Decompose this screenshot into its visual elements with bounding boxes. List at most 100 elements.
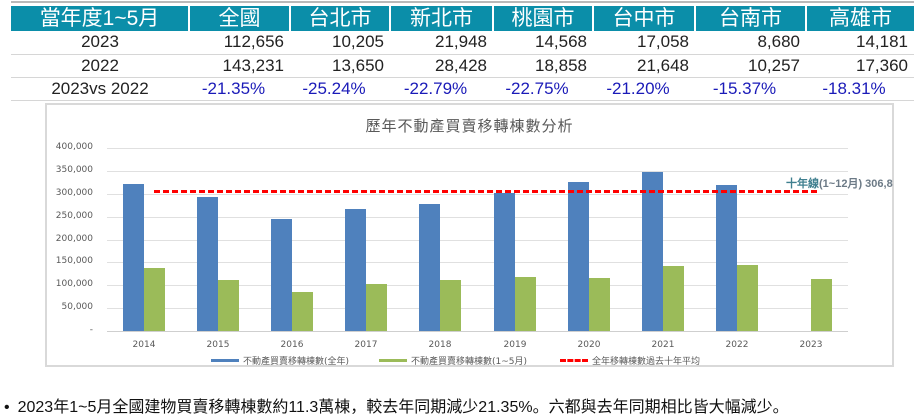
bar-annual-2021 xyxy=(642,172,663,331)
header-taoyuan: 桃園市 xyxy=(493,6,594,31)
ten-year-average-label: 十年線(1~12月) 306,8 xyxy=(786,178,893,190)
header-period: 當年度1~5月 xyxy=(11,6,190,31)
y-tick-label: 150,000 xyxy=(55,256,93,266)
change-cell: -15.37% xyxy=(695,77,806,101)
row-label: 2023vs 2022 xyxy=(11,77,189,101)
legend-swatch-dashed-red xyxy=(560,359,588,362)
cell: 21,648 xyxy=(593,54,695,78)
chart-frame: 歷年不動產買賣移轉棟數分析 400,000 350,000 300,000 250,0… xyxy=(45,103,894,367)
legend-item-jan-may: 不動產買賣移轉棟數(1~5月) xyxy=(379,354,527,367)
cell: 18,858 xyxy=(493,54,593,78)
x-tick-label: 2019 xyxy=(503,340,527,350)
bar-jan-may-2022 xyxy=(737,265,758,331)
legend-label: 不動產買賣移轉棟數(全年) xyxy=(243,357,350,367)
gridline xyxy=(107,194,848,195)
comparison-table: 當年度1~5月 全國 台北市 新北市 桃園市 台中市 台南市 高雄市 2023 … xyxy=(11,6,914,101)
cell: 21,948 xyxy=(390,31,493,55)
bar-annual-2019 xyxy=(494,193,515,331)
table-row: 2022 143,231 13,650 28,428 18,858 21,648… xyxy=(11,54,914,78)
bar-annual-2018 xyxy=(419,204,440,331)
y-tick-label: 100,000 xyxy=(55,279,93,289)
gridline xyxy=(107,262,848,263)
bar-jan-may-2019 xyxy=(515,277,536,331)
gridline xyxy=(107,240,848,241)
table-row-change: 2023vs 2022 -21.35% -25.24% -22.79% -22.… xyxy=(11,77,914,101)
change-cell: -22.79% xyxy=(390,77,493,101)
header-tainan: 台南市 xyxy=(695,6,807,31)
change-cell: -21.35% xyxy=(189,77,290,101)
header-taipei: 台北市 xyxy=(290,6,391,31)
table-header-row: 當年度1~5月 全國 台北市 新北市 桃園市 台中市 台南市 高雄市 xyxy=(11,6,914,31)
bar-jan-may-2020 xyxy=(589,278,610,331)
gridline xyxy=(107,171,848,172)
bar-jan-may-2015 xyxy=(218,280,239,331)
change-cell: -25.24% xyxy=(290,77,390,101)
y-tick-label: 400,000 xyxy=(55,142,93,152)
cell: 14,181 xyxy=(806,31,914,55)
bar-annual-2016 xyxy=(271,219,292,331)
cell: 13,650 xyxy=(290,54,390,78)
bar-jan-may-2018 xyxy=(440,280,461,331)
legend-swatch-blue xyxy=(211,359,239,362)
legend-label: 全年移轉棟數過去十年平均 xyxy=(592,357,701,367)
bar-jan-may-2023 xyxy=(811,279,832,331)
bar-jan-may-2014 xyxy=(144,268,165,331)
x-tick-label: 2015 xyxy=(206,340,230,350)
x-tick-label: 2022 xyxy=(725,340,749,350)
cell: 17,360 xyxy=(806,54,914,78)
y-tick-label: 50,000 xyxy=(61,302,94,312)
y-tick-label: 200,000 xyxy=(55,234,93,244)
gridline xyxy=(107,308,848,309)
cell: 143,231 xyxy=(189,54,290,78)
cell: 112,656 xyxy=(189,31,290,55)
legend-swatch-green xyxy=(379,359,407,362)
x-tick-label: 2020 xyxy=(577,340,601,350)
cell: 14,568 xyxy=(493,31,593,55)
header-taichung: 台中市 xyxy=(593,6,696,31)
gridline xyxy=(107,148,848,149)
chart-legend: 不動產買賣移轉棟數(全年) 不動產買賣移轉棟數(1~5月) 全年移轉棟數過去十年… xyxy=(47,354,892,368)
gridline xyxy=(107,331,848,332)
bar-jan-may-2017 xyxy=(366,284,387,331)
change-cell: -18.31% xyxy=(806,77,914,101)
row-label: 2022 xyxy=(11,54,189,78)
y-tick-label: 350,000 xyxy=(55,165,93,175)
row-label: 2023 xyxy=(11,31,189,55)
cell: 10,205 xyxy=(290,31,390,55)
y-tick-label: - xyxy=(89,325,93,335)
bar-annual-2017 xyxy=(345,209,366,331)
change-cell: -22.75% xyxy=(493,77,593,101)
gridline xyxy=(107,285,848,286)
y-tick-label: 250,000 xyxy=(55,211,93,221)
x-tick-label: 2014 xyxy=(132,340,156,350)
cell: 10,257 xyxy=(695,54,806,78)
legend-label: 不動產買賣移轉棟數(1~5月) xyxy=(411,357,528,367)
chart-title: 歷年不動產買賣移轉棟數分析 xyxy=(365,118,574,135)
bar-annual-2015 xyxy=(197,197,218,331)
bar-annual-2022 xyxy=(716,185,737,331)
x-tick-label: 2016 xyxy=(280,340,304,350)
bar-annual-2014 xyxy=(123,184,144,331)
cell: 17,058 xyxy=(593,31,695,55)
header-national: 全國 xyxy=(189,6,291,31)
legend-item-annual: 不動產買賣移轉棟數(全年) xyxy=(211,354,349,367)
header-new-taipei: 新北市 xyxy=(390,6,494,31)
header-kaohsiung: 高雄市 xyxy=(806,6,914,31)
bar-annual-2020 xyxy=(568,182,589,331)
cell: 28,428 xyxy=(390,54,493,78)
legend-item-ten-year-avg: 全年移轉棟數過去十年平均 xyxy=(560,354,700,367)
gridline xyxy=(107,217,848,218)
ten-year-average-line xyxy=(154,190,817,193)
x-tick-label: 2017 xyxy=(354,340,378,350)
plot-area: 400,000 350,000 300,000 250,000 200,000 150,0… xyxy=(47,105,893,365)
x-tick-label: 2023 xyxy=(799,340,823,350)
change-cell: -21.20% xyxy=(593,77,695,101)
table-row: 2023 112,656 10,205 21,948 14,568 17,058… xyxy=(11,31,914,55)
bar-jan-may-2016 xyxy=(292,292,313,331)
bar-jan-may-2021 xyxy=(663,266,684,331)
top-rule xyxy=(11,1,914,3)
summary-text: 2023年1~5月全國建物買賣移轉棟數約11.3萬棟，較去年同期減少21.35%… xyxy=(17,399,789,416)
x-tick-label: 2021 xyxy=(651,340,675,350)
cell: 8,680 xyxy=(695,31,806,55)
x-tick-label: 2018 xyxy=(428,340,452,350)
